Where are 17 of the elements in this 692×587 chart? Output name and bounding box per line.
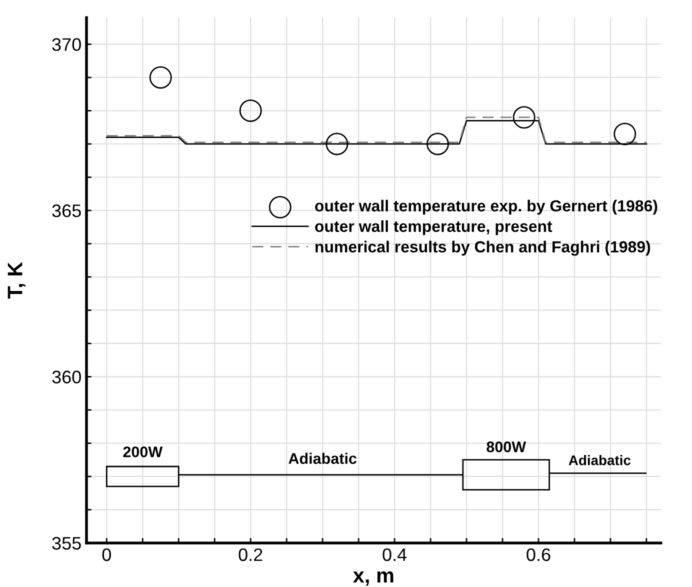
- y-axis-title: T, K: [8, 262, 26, 299]
- legend-label: outer wall temperature, present: [315, 220, 552, 236]
- y-tick-label: 360: [52, 370, 81, 384]
- y-tick-label: 370: [52, 38, 81, 51]
- x-tick-label: 0.6: [526, 548, 550, 562]
- x-tick-label: 0: [102, 548, 111, 562]
- y-tick-label: 355: [52, 536, 81, 550]
- x-tick-label: 0.4: [382, 548, 407, 562]
- annotation: Adiabatic: [288, 452, 357, 464]
- annotation: Adiabatic: [568, 455, 631, 466]
- annotation: 200W: [123, 446, 163, 458]
- annotation: 800W: [486, 441, 526, 452]
- x-axis-title: x, m: [352, 571, 394, 586]
- y-tick-label: 365: [52, 204, 81, 218]
- x-tick-label: 0.2: [238, 548, 262, 562]
- legend-label: outer wall temperature exp. by Gernert (1986): [315, 200, 658, 215]
- legend-label: numerical results by Chen and Faghri (1989): [316, 240, 650, 256]
